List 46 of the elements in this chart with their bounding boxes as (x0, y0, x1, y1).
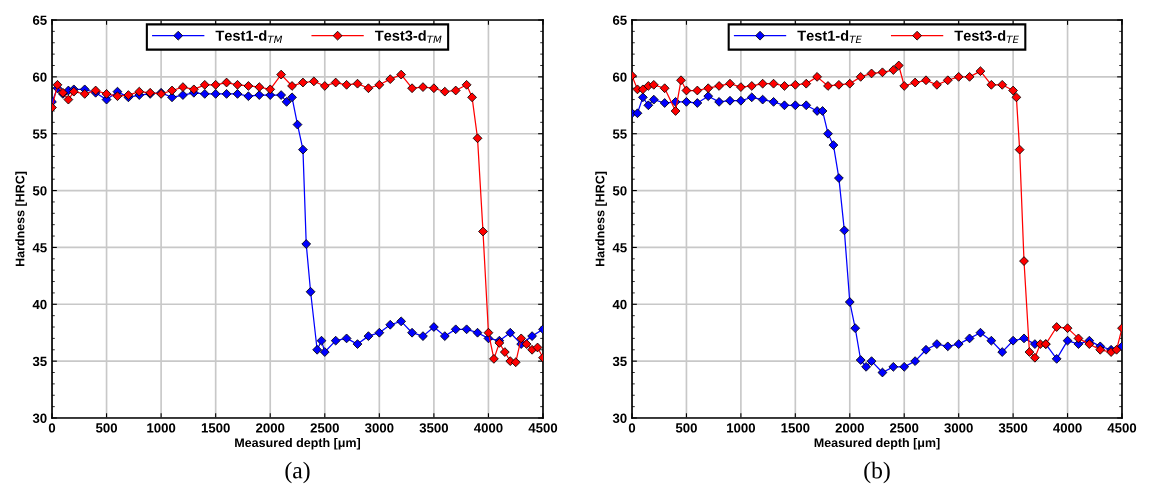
y-tick-label: 65 (32, 15, 47, 25)
x-tick-label: 4000 (473, 423, 503, 433)
y-tick-label: 35 (32, 356, 47, 367)
y-tick-label: 55 (612, 129, 627, 139)
x-tick-label: 2500 (310, 423, 339, 433)
y-tick-label: 45 (612, 243, 627, 253)
legend-label: Test3-d$_{TM}$ (374, 30, 442, 44)
x-tick-label: 1000 (147, 423, 176, 433)
legend-label: Test3-d$_{TE}$ (954, 30, 1019, 44)
x-axis-title: Measured depth [μm] (235, 437, 361, 450)
x-tick-label: 500 (675, 423, 697, 433)
x-tick-label: 3500 (998, 423, 1028, 433)
legend-label: Test1-d$_{TM}$ (215, 30, 283, 44)
x-axis-title: Measured depth [μm] (814, 437, 940, 450)
y-tick-label: 55 (32, 129, 47, 139)
text: (b) (864, 461, 890, 484)
y-axis-title: Hardness [HRC] (15, 171, 27, 267)
x-tick-label: 4500 (528, 423, 558, 433)
y-tick-label: 40 (32, 299, 47, 310)
x-tick-label: 3500 (419, 423, 449, 433)
x-tick-label: 500 (95, 423, 118, 433)
x-tick-label: 3000 (364, 423, 394, 433)
legend-label: Test1-d$_{TE}$ (797, 30, 862, 44)
x-tick-label: 1500 (201, 423, 230, 433)
y-tick-label: 50 (32, 186, 47, 196)
y-tick-label: 50 (612, 186, 627, 196)
x-tick-label: 0 (48, 423, 56, 433)
y-tick-label: 30 (32, 413, 47, 423)
y-tick-label: 35 (612, 356, 627, 367)
x-tick-label: 0 (628, 423, 636, 433)
y-tick-label: 30 (612, 413, 627, 423)
y-tick-label: 65 (612, 15, 627, 25)
x-tick-label: 1000 (727, 423, 756, 433)
x-tick-label: 1500 (781, 423, 810, 433)
x-tick-label: 2000 (256, 423, 285, 433)
y-tick-label: 60 (612, 72, 627, 82)
y-tick-label: 40 (612, 299, 627, 310)
y-axis-title: Hardness [HRC] (595, 171, 607, 267)
text: (a) (285, 461, 310, 484)
x-tick-label: 4000 (1053, 423, 1082, 433)
x-tick-label: 4500 (1107, 423, 1137, 433)
x-tick-label: 2500 (890, 423, 919, 433)
x-tick-label: 3000 (944, 423, 973, 433)
y-tick-label: 60 (32, 72, 47, 82)
x-tick-label: 2000 (835, 423, 864, 433)
y-tick-label: 45 (32, 243, 47, 253)
